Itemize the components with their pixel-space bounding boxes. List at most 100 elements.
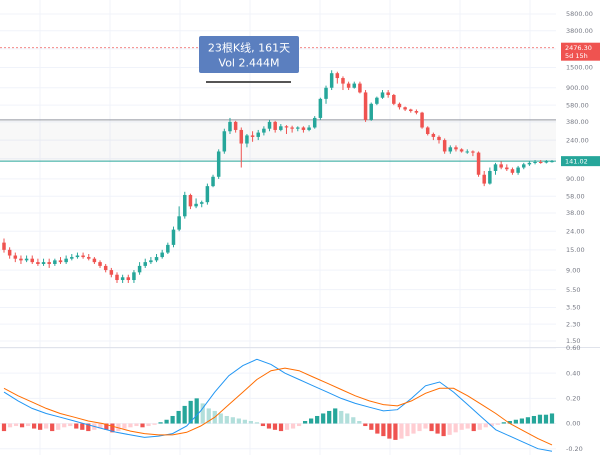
macd-histogram-bar [405, 423, 410, 437]
macd-histogram-bar [266, 423, 272, 429]
candle-body [194, 203, 198, 207]
candle-body [239, 129, 244, 144]
price-tick-label: 15.00 [566, 246, 585, 254]
candle-body [19, 258, 23, 261]
candle-body [392, 94, 396, 104]
candle-body [420, 112, 424, 128]
macd-histogram-bar [200, 403, 205, 424]
candle-body [115, 274, 119, 281]
macd-histogram-bar [104, 423, 109, 430]
macd-histogram-bar [507, 421, 512, 424]
candle-body [245, 135, 249, 144]
macd-histogram-bar [116, 423, 121, 432]
candle-body [64, 258, 68, 263]
candle-body [544, 161, 549, 163]
candle-body [58, 260, 63, 263]
candle-body [375, 97, 379, 104]
macd-histogram-bar [543, 414, 549, 424]
macd-histogram-bar [321, 413, 326, 424]
macd-histogram-bar [399, 423, 404, 439]
candles[interactable] [2, 70, 554, 283]
selected-range-band [0, 119, 556, 162]
candle-body [267, 121, 272, 129]
candle-body [41, 262, 46, 264]
macd-histogram-bar [206, 408, 211, 424]
macd-tick-label: 0.00 [566, 420, 580, 428]
candle-body [437, 136, 441, 141]
macd-histogram-bar [1, 423, 7, 432]
candle-body [177, 216, 181, 230]
macd-histogram-bar [62, 423, 67, 428]
macd-histogram-bar [351, 417, 356, 424]
candle-body [409, 109, 413, 112]
candle-body [149, 260, 153, 263]
macd-histogram-bar [146, 423, 151, 427]
candle-body [81, 255, 85, 258]
macd-histogram-bar [477, 423, 482, 430]
candle-body [369, 103, 373, 120]
macd-histogram-bar [13, 423, 19, 427]
macd-histogram-bar [68, 423, 73, 427]
price-badge-label: 141.02 [565, 157, 588, 165]
candle-body [442, 140, 447, 152]
macd-histogram-bar [357, 421, 362, 424]
candle-body [188, 194, 193, 207]
candle-body [205, 186, 210, 203]
price-tick-label: 24.00 [566, 227, 585, 235]
candle-body [132, 272, 136, 281]
candle-body [533, 161, 537, 163]
candle-body [154, 257, 159, 261]
macd-histogram-bar [339, 410, 344, 424]
candle-body [2, 242, 6, 250]
macd-histogram-bar [25, 423, 31, 427]
macd-histogram-bar [549, 413, 555, 424]
candle-body [30, 258, 34, 263]
macd-histogram-bar [519, 418, 524, 424]
macd-histogram-bar [447, 423, 452, 435]
macd-histogram-bar [453, 423, 458, 433]
macd-histogram-bar [98, 423, 103, 429]
candle-body [120, 277, 125, 281]
macd-histogram-bar [122, 423, 127, 429]
price-tick-label: 58.00 [566, 193, 585, 201]
macd-histogram-bar [459, 423, 464, 430]
candle-body [211, 176, 215, 187]
candle-body [103, 265, 108, 271]
candle-body [346, 83, 351, 88]
candle-body [228, 121, 232, 132]
macd-histogram-bar [525, 417, 531, 424]
price-tick-label: 90.00 [566, 175, 585, 183]
macd-histogram-bar [7, 423, 13, 428]
macd-histogram-bar [50, 423, 55, 432]
candle-body [199, 202, 204, 204]
macd-tick-label: 0.20 [566, 395, 580, 403]
candle-body [341, 78, 345, 84]
candle-body [171, 229, 176, 245]
macd-histogram [1, 398, 555, 440]
macd-histogram-bar [417, 423, 422, 432]
candle-body [250, 135, 255, 137]
candle-body [160, 252, 164, 258]
macd-histogram-bar [309, 418, 314, 424]
macd-histogram-bar [242, 419, 247, 424]
candle-body [279, 126, 283, 130]
candle-body [459, 149, 464, 152]
macd-histogram-bar [38, 423, 43, 430]
macd-histogram-bar [278, 423, 284, 432]
macd-tick-label: -0.20 [566, 445, 583, 453]
macd-histogram-bar [537, 414, 543, 424]
measure-annotation[interactable]: 23根K线, 161天 Vol 2.444M [199, 36, 299, 83]
price-badge-label: 2476.30 [565, 44, 592, 52]
macd-histogram-bar [128, 423, 133, 428]
candle-body [527, 162, 532, 165]
candle-body [216, 151, 221, 177]
candle-body [358, 83, 362, 93]
measure-annotation-box [199, 36, 299, 73]
candle-body [538, 161, 543, 163]
candle-body [256, 132, 260, 137]
macd-histogram-bar [152, 423, 157, 425]
macd-histogram-bar [483, 423, 488, 428]
macd-histogram-bar [194, 398, 199, 424]
macd-axis[interactable]: 0.60 0.40 0.20 0.00 -0.20 [566, 344, 583, 453]
